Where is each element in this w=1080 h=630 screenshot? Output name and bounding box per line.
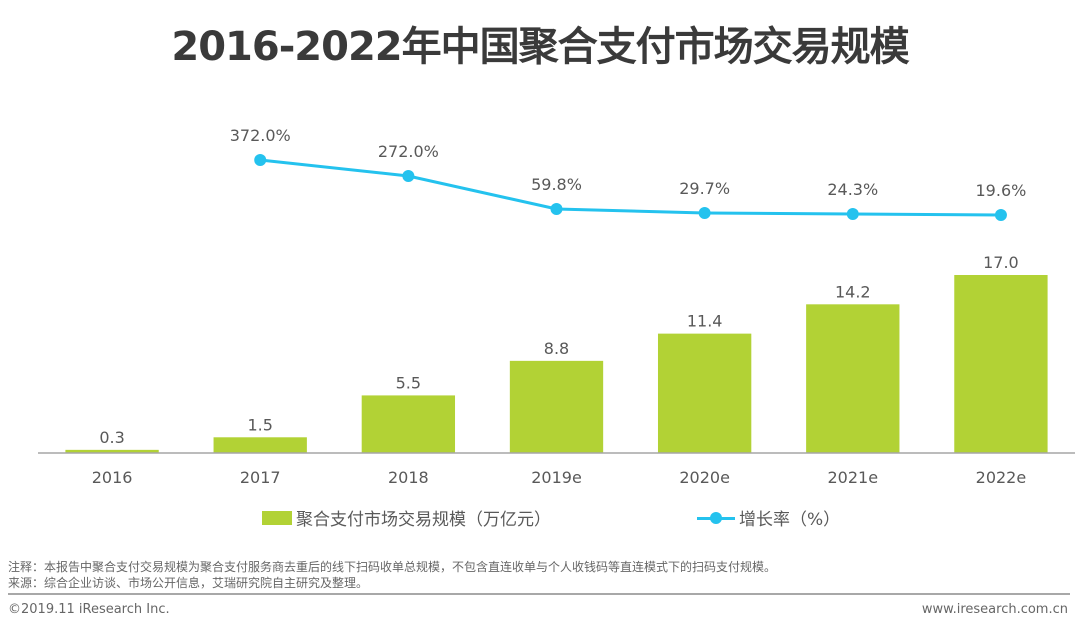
chart-plot: 0.3 1.5 5.5 8.8 11.4 14.2 17.0 372.0% 272.0% 59.… (38, 126, 1075, 487)
line-value-label: 19.6% (976, 181, 1027, 200)
chart-title: 2016-2022年中国聚合支付市场交易规模 (171, 24, 909, 70)
x-tick-label: 2022e (976, 468, 1027, 487)
bar (954, 275, 1048, 453)
bar-value-label: 5.5 (396, 373, 421, 392)
bar-value-label: 8.8 (544, 339, 569, 358)
line-value-label: 372.0% (230, 126, 291, 145)
line-series: 372.0% 272.0% 59.8% 29.7% 24.3% 19.6% (230, 126, 1027, 221)
line-value-label: 272.0% (378, 142, 439, 161)
bar (806, 304, 900, 453)
bar (213, 437, 307, 453)
legend-item-bar: 聚合支付市场交易规模（万亿元） (262, 505, 551, 530)
line-point (846, 208, 859, 220)
legend-bar-swatch (262, 510, 292, 525)
bar (65, 449, 159, 453)
legend-bar-label: 聚合支付市场交易规模（万亿元） (296, 510, 551, 530)
legend-line-label: 增长率（%） (739, 510, 841, 530)
x-tick-label: 2019e (531, 468, 582, 487)
x-tick-label: 2021e (828, 468, 879, 487)
line-point (254, 154, 267, 166)
legend-item-line: 增长率（%） (697, 505, 840, 530)
line-value-label: 59.8% (531, 175, 582, 194)
x-tick-label: 2017 (240, 468, 281, 487)
x-tick-label: 2018 (388, 468, 429, 487)
footer-divider (8, 593, 1070, 595)
chart-notes: 注释：本报告中聚合支付交易规模为聚合支付服务商去重后的线下扫码收单总规模，不包含… (8, 559, 776, 591)
copyright-text: ©2019.11 iResearch Inc. (8, 602, 170, 617)
website-link[interactable]: www.iresearch.com.cn (921, 602, 1068, 617)
line-value-label: 24.3% (827, 180, 878, 199)
line-value-label: 29.7% (679, 179, 730, 198)
line-point (994, 209, 1007, 221)
growth-rate-line (260, 158, 1001, 217)
line-point (698, 207, 711, 219)
bar (509, 360, 604, 453)
bar-value-label: 1.5 (247, 415, 272, 434)
bar (361, 395, 456, 453)
x-axis-ticks: 2016 2017 2018 2019e 2020e 2021e 2022e (92, 468, 1026, 487)
legend-line-swatch (697, 511, 735, 525)
source-text: 来源：综合企业访谈、市场公开信息，艾瑞研究院自主研究及整理。 (8, 576, 369, 590)
bar-value-label: 14.2 (835, 282, 871, 301)
bar (657, 333, 752, 453)
bar-series: 0.3 1.5 5.5 8.8 11.4 14.2 17.0 (65, 253, 1048, 453)
line-point (550, 203, 563, 215)
note-text: 注释：本报告中聚合支付交易规模为聚合支付服务商去重后的线下扫码收单总规模，不包含… (8, 560, 777, 574)
line-point (402, 170, 415, 182)
x-tick-label: 2020e (679, 468, 730, 487)
bar-value-label: 11.4 (687, 312, 723, 331)
bar-value-label: 17.0 (983, 253, 1019, 272)
bar-value-label: 0.3 (99, 428, 124, 447)
x-tick-label: 2016 (92, 468, 133, 487)
